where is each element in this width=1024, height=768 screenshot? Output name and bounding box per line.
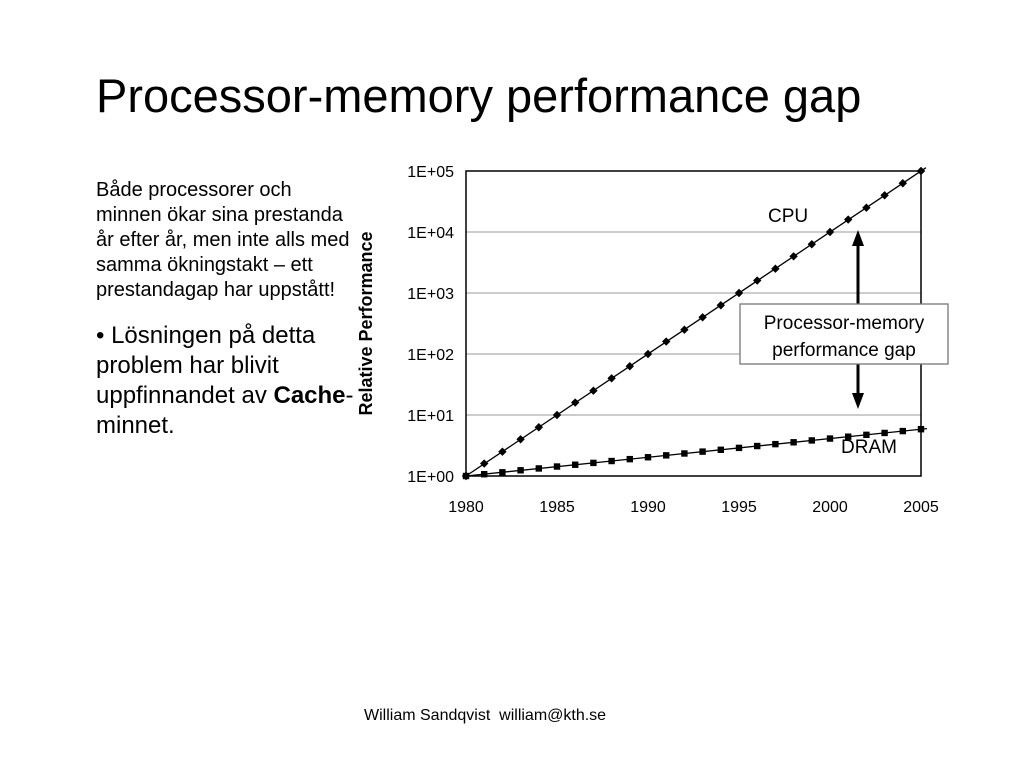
dram-point bbox=[481, 471, 488, 478]
x-tick-label: 2005 bbox=[903, 499, 939, 516]
x-tick-label: 1995 bbox=[721, 499, 757, 516]
dram-point bbox=[663, 452, 670, 459]
dram-point bbox=[790, 439, 797, 446]
y-tick-label: 1E+04 bbox=[407, 225, 454, 242]
cpu-point bbox=[716, 301, 725, 310]
cpu-point bbox=[680, 325, 689, 334]
dram-point bbox=[608, 457, 615, 465]
cpu-point bbox=[880, 191, 889, 200]
cpu-point bbox=[734, 288, 744, 298]
footer-credit: William Sandqvist william@kth.se bbox=[364, 707, 607, 724]
dram-point bbox=[772, 440, 779, 448]
cpu-point bbox=[498, 447, 507, 456]
cpu-point bbox=[698, 313, 707, 322]
dram-point bbox=[590, 459, 597, 467]
gap-annotation-line1: Processor-memory bbox=[764, 313, 925, 334]
cpu-point bbox=[916, 166, 926, 176]
dram-point bbox=[826, 435, 834, 442]
cache-paragraph-prefix: • Lösningen på detta problem har blivit … bbox=[96, 322, 316, 409]
cpu-point bbox=[516, 435, 525, 444]
cpu-point bbox=[898, 179, 907, 188]
performance-chart: 1E+00 1E+01 1E+02 1E+03 1E+04 1E+05 1980 1985 19… bbox=[356, 164, 949, 516]
cpu-point bbox=[789, 252, 798, 261]
y-tick-label: 1E+05 bbox=[407, 164, 454, 181]
cpu-point bbox=[862, 203, 871, 212]
cpu-point bbox=[480, 459, 489, 468]
series-label-cpu: CPU bbox=[768, 206, 808, 227]
slide-title: Processor-memory performance gap bbox=[96, 69, 862, 122]
cpu-point bbox=[589, 386, 598, 395]
dram-point bbox=[644, 454, 652, 461]
dram-point bbox=[499, 469, 506, 476]
dram-point bbox=[863, 431, 870, 439]
series-label-dram: DRAM bbox=[841, 437, 897, 458]
dram-point bbox=[754, 442, 761, 450]
cache-keyword: Cache bbox=[273, 382, 346, 409]
gap-annotation-box bbox=[739, 303, 949, 365]
x-tick-label: 1985 bbox=[539, 499, 575, 516]
cpu-point bbox=[607, 374, 616, 383]
dram-point bbox=[699, 448, 706, 455]
x-tick-label: 2000 bbox=[812, 499, 848, 516]
cpu-point bbox=[825, 227, 835, 237]
dram-point bbox=[881, 429, 888, 437]
dram-point bbox=[626, 455, 633, 463]
y-tick-label: 1E+02 bbox=[407, 347, 454, 364]
x-tick-label: 1990 bbox=[630, 499, 666, 516]
intro-paragraph: Både processorer och minnen ökar sina pr… bbox=[96, 179, 350, 301]
y-tick-label: 1E+01 bbox=[407, 408, 454, 425]
dram-point bbox=[553, 463, 561, 470]
y-tick-label: 1E+00 bbox=[407, 469, 454, 486]
dram-point bbox=[899, 427, 906, 435]
gap-annotation-line2: performance gap bbox=[772, 340, 916, 361]
cpu-point bbox=[552, 410, 562, 420]
dram-point bbox=[535, 465, 542, 472]
y-tick-label: 1E+03 bbox=[407, 286, 454, 303]
dram-point bbox=[462, 472, 470, 480]
gap-arrow-head-up bbox=[852, 230, 864, 246]
cpu-point bbox=[771, 264, 780, 273]
x-tick-label: 1980 bbox=[448, 499, 484, 516]
slide-body: Både processorer och minnen ökar sina pr… bbox=[96, 178, 356, 441]
dram-point bbox=[917, 426, 925, 433]
dram-point bbox=[717, 446, 724, 453]
cache-paragraph-suffix: -minnet. bbox=[96, 382, 354, 439]
cache-paragraph: • Lösningen på detta problem har blivit … bbox=[96, 321, 356, 441]
dram-point bbox=[517, 467, 524, 474]
cpu-point bbox=[534, 423, 543, 432]
dram-point bbox=[845, 433, 852, 440]
dram-point bbox=[681, 450, 688, 457]
gap-arrow-head-down bbox=[852, 393, 864, 409]
cpu-point bbox=[807, 240, 816, 249]
dram-point bbox=[808, 437, 815, 444]
y-axis-label: Relative Performance bbox=[356, 231, 376, 415]
dram-point bbox=[735, 444, 743, 452]
cpu-point bbox=[643, 349, 653, 359]
cpu-point bbox=[625, 362, 634, 371]
dram-point bbox=[572, 461, 579, 468]
